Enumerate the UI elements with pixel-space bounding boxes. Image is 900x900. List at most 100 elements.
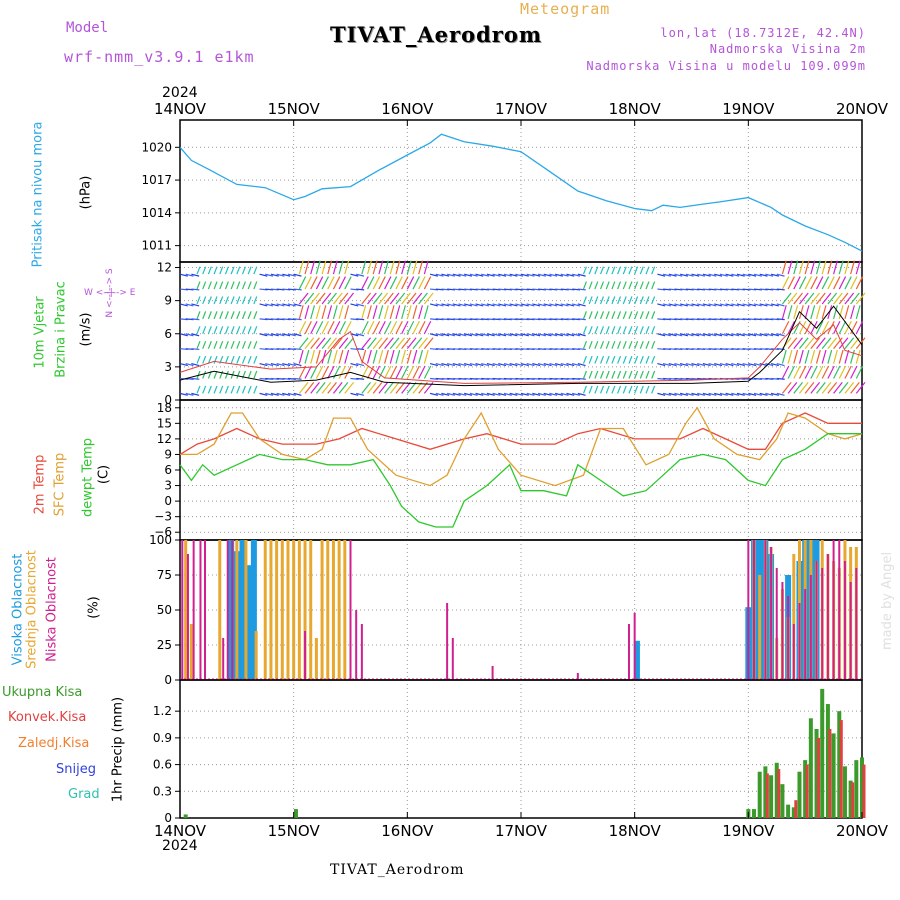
wind-arrow (315, 292, 326, 305)
wind-arrow (781, 305, 787, 320)
wind-arrow (776, 362, 785, 367)
wind-arrow (810, 321, 818, 335)
wind-arrow (412, 321, 420, 335)
wind-arrow (798, 276, 807, 290)
wind-arrow (367, 382, 377, 394)
wind-arrow (668, 392, 677, 396)
wind-arrow (532, 273, 541, 277)
wind-arrow (475, 303, 484, 307)
wind-arrow (543, 392, 552, 396)
x-axis-label-top: 18NOV (609, 100, 662, 118)
wind-arrow (543, 273, 552, 277)
cloud-low-bar (838, 540, 841, 680)
cloud-high-bar (250, 540, 257, 680)
wind-arrow (515, 333, 524, 337)
wind-arrow (821, 260, 827, 275)
wind-arrow (384, 365, 392, 379)
wind-arrow (679, 362, 689, 367)
x-axis-label-bottom: 20NOV (836, 822, 889, 840)
wind-arrow (224, 266, 229, 275)
wind-arrow (674, 273, 683, 277)
wind-arrow (265, 303, 274, 307)
wind-arrow (446, 333, 456, 337)
wind-arrow (475, 333, 484, 337)
wind-arrow (344, 276, 352, 290)
wind-arrow (765, 273, 774, 277)
wind-arrow (639, 281, 644, 290)
wind-arrow (759, 273, 768, 277)
wind-arrow (395, 305, 401, 320)
wind-arrow (850, 260, 855, 275)
wind-arrow (224, 340, 229, 349)
precip-total-bar (769, 775, 774, 818)
wind-arrow (833, 292, 843, 305)
wind-arrow (515, 362, 524, 367)
wind-arrow (395, 321, 403, 335)
wind-arrow (401, 382, 411, 394)
wind-arrow (389, 260, 395, 275)
wind-arrow (600, 385, 605, 394)
wind-arrow (560, 303, 569, 307)
wind-arrow (708, 333, 717, 337)
wind-arrow (781, 382, 792, 394)
wind-arrow (628, 311, 633, 320)
wind-arrow (276, 333, 285, 337)
wind-arrow (850, 382, 860, 394)
wind-arrow (423, 276, 432, 290)
wind-arrow (515, 273, 524, 277)
wind-arrow (366, 305, 372, 320)
wind-arrow (645, 355, 650, 364)
wind-arrow (384, 349, 389, 364)
wind-arrow (344, 337, 354, 350)
wind-arrow (708, 392, 717, 396)
wind-arrow (191, 333, 200, 337)
wind-arrow (537, 392, 546, 396)
wind-arrow (815, 305, 821, 320)
wind-arrow (230, 266, 235, 275)
wind-arrow (202, 370, 207, 379)
wind-arrow (356, 333, 365, 337)
wind-arrow (293, 303, 302, 307)
wind-arrow (582, 266, 587, 275)
cloud-low-bar (815, 561, 818, 680)
cloud-mid-bar (758, 575, 762, 680)
wind-arrow (259, 392, 268, 396)
wind-arrow (259, 362, 268, 367)
wind-arrow (304, 305, 310, 320)
wind-arrow (315, 382, 326, 394)
wind-arrow (293, 333, 302, 337)
x-axis-label-bottom: 18NOV (609, 822, 662, 840)
cloud-low-bar (199, 540, 202, 680)
wind-arrow (361, 321, 369, 335)
wind-arrow (833, 276, 841, 290)
wind-arrow (657, 362, 666, 367)
precip-total-bar (780, 784, 785, 818)
wind-arrow (827, 260, 833, 275)
wind-arrow (753, 333, 762, 337)
wind-arrow (310, 382, 320, 394)
wind-arrow (196, 311, 201, 320)
wind-arrow (759, 303, 768, 307)
wind-arrow (594, 281, 599, 290)
wind-arrow (793, 260, 799, 275)
wind-arrow (833, 382, 843, 394)
wind-arrow (793, 349, 799, 364)
wind-arrow (657, 273, 666, 277)
wind-arrow (202, 296, 207, 305)
wind-arrow (850, 276, 858, 290)
wind-arrow (458, 392, 467, 396)
wind-arrow (327, 382, 337, 394)
wind-arrow (600, 266, 605, 275)
wind-arrow (321, 365, 329, 379)
wind-arrow (844, 321, 852, 335)
wind-arrow (639, 266, 644, 275)
cloud-mid-bar (297, 540, 301, 680)
wind-arrow (293, 273, 302, 277)
wind-arrow (617, 266, 622, 275)
wind-arrow (293, 318, 302, 321)
cloud-low-bar (849, 582, 852, 680)
wind-arrow (236, 311, 241, 320)
wind-arrow (304, 349, 310, 364)
wind-arrow (207, 326, 212, 334)
wind-arrow (202, 385, 207, 394)
